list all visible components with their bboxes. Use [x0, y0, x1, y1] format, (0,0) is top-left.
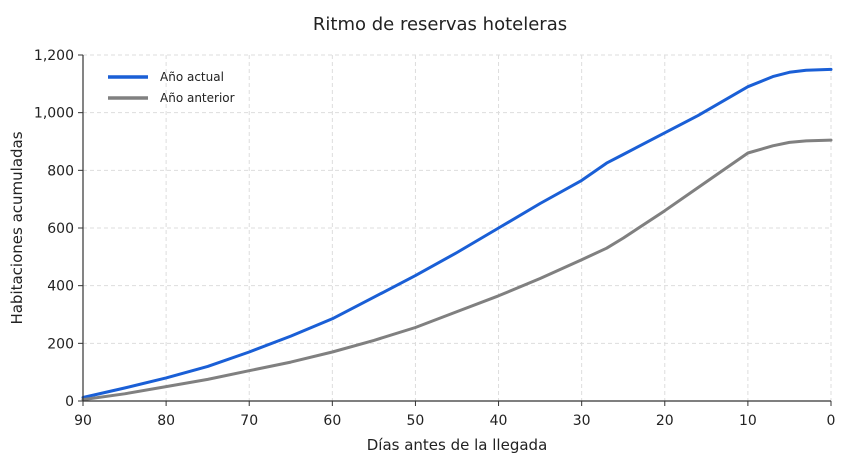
x-tick-label: 20	[656, 413, 674, 429]
series-layer	[81, 67, 833, 402]
legend: Año actual Año anterior	[108, 70, 235, 105]
chart-title: Ritmo de reservas hoteleras	[313, 14, 567, 35]
legend-label-1: Año actual	[160, 70, 224, 84]
y-tick-label: 1,000	[34, 106, 74, 122]
x-tick-label: 50	[407, 413, 425, 429]
y-tick-label: 0	[65, 394, 74, 410]
x-tick-label: 70	[240, 413, 258, 429]
y-tick-label: 400	[47, 279, 74, 295]
x-axis-label: Días antes de la llegada	[367, 436, 548, 454]
x-tick-label: 30	[573, 413, 591, 429]
legend-label-2: Año anterior	[160, 91, 235, 105]
x-tick-label: 40	[490, 413, 508, 429]
y-tick-label: 800	[47, 163, 74, 179]
x-tick-label: 0	[827, 413, 836, 429]
series-line-2	[81, 138, 833, 402]
grid	[83, 54, 832, 401]
y-tick-label: 200	[47, 336, 74, 352]
y-tick-label: 1,200	[34, 48, 74, 64]
y-axis-label: Habitaciones acumuladas	[8, 131, 26, 324]
series-line-1	[81, 67, 833, 399]
x-tick-label: 10	[739, 413, 757, 429]
ticks: 0 200 400 600 800 1,000 1,200 90 80 70 60 50 40 30 20 1…	[34, 48, 836, 429]
x-tick-label: 80	[157, 413, 175, 429]
x-tick-label: 60	[323, 413, 341, 429]
x-tick-label: 90	[74, 413, 92, 429]
y-tick-label: 600	[47, 221, 74, 237]
